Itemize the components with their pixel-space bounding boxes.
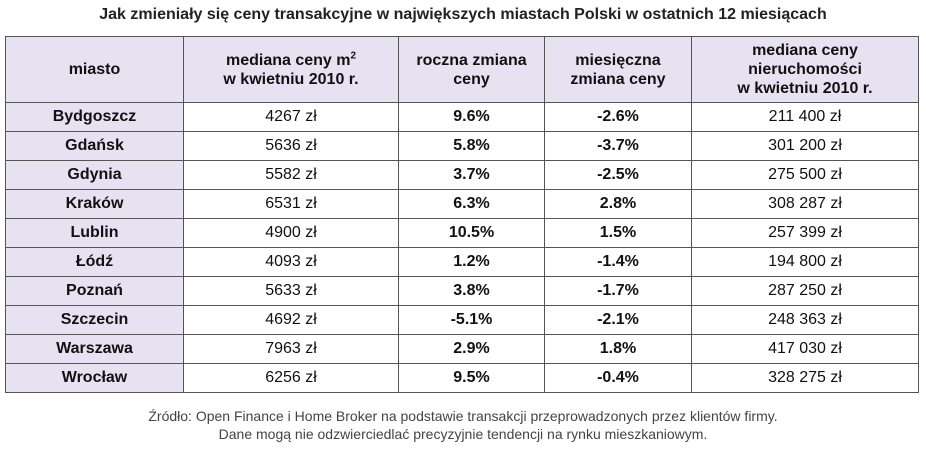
total-price-cell: 248 363 zł: [691, 305, 919, 335]
annual-change-cell: 2.9%: [398, 334, 545, 364]
header-price-m2-superscript: 2: [350, 50, 357, 62]
table-row: Kraków 6531 zł 6.3% 2.8% 308 287 zł: [5, 189, 919, 219]
header-total-label-line2: nieruchomości: [748, 61, 862, 78]
monthly-change-cell: -0.4%: [544, 363, 692, 393]
header-total-label: mediana ceny: [752, 42, 858, 59]
total-price-cell: 275 500 zł: [691, 160, 919, 190]
header-annual-change: roczna zmiana ceny: [398, 36, 545, 103]
total-price-cell: 211 400 zł: [691, 102, 919, 132]
source-note: Źródło: Open Finance i Home Broker na po…: [0, 407, 926, 443]
header-monthly-change: miesięczna zmiana ceny: [544, 36, 692, 103]
annual-change-cell: 10.5%: [398, 218, 545, 248]
annual-change-cell: -5.1%: [398, 305, 545, 335]
price-m2-cell: 4900 zł: [183, 218, 399, 248]
city-cell: Wrocław: [5, 363, 184, 393]
annual-change-cell: 6.3%: [398, 189, 545, 219]
price-m2-cell: 5636 zł: [183, 131, 399, 161]
total-price-cell: 301 200 zł: [691, 131, 919, 161]
city-cell: Bydgoszcz: [5, 102, 184, 132]
city-cell: Poznań: [5, 276, 184, 306]
header-total-price: mediana ceny nieruchomości w kwietniu 20…: [691, 36, 919, 103]
city-cell: Warszawa: [5, 334, 184, 364]
total-price-cell: 308 287 zł: [691, 189, 919, 219]
city-cell: Kraków: [5, 189, 184, 219]
monthly-change-cell: 1.5%: [544, 218, 692, 248]
annual-change-cell: 5.8%: [398, 131, 545, 161]
monthly-change-cell: -2.1%: [544, 305, 692, 335]
header-price-m2-label-line2: w kwietniu 2010 r.: [223, 70, 359, 88]
price-m2-cell: 7963 zł: [183, 334, 399, 364]
city-cell: Gdańsk: [5, 131, 184, 161]
monthly-change-cell: -2.5%: [544, 160, 692, 190]
page-title: Jak zmieniały się ceny transakcyjne w na…: [99, 6, 827, 23]
header-city-label: miasto: [68, 61, 121, 78]
price-m2-cell: 5582 zł: [183, 160, 399, 190]
monthly-change-cell: 1.8%: [544, 334, 692, 364]
price-table: miasto mediana ceny m2 w kwietniu 2010 r…: [5, 36, 919, 393]
source-line-1: Źródło: Open Finance i Home Broker na po…: [148, 408, 778, 424]
table-row: Bydgoszcz 4267 zł 9.6% -2.6% 211 400 zł: [5, 102, 919, 132]
annual-change-cell: 3.7%: [398, 160, 545, 190]
price-m2-cell: 4267 zł: [183, 102, 399, 132]
header-price-m2: mediana ceny m2 w kwietniu 2010 r.: [183, 36, 399, 103]
monthly-change-cell: -1.7%: [544, 276, 692, 306]
city-cell: Gdynia: [5, 160, 184, 190]
table-row: Lublin 4900 zł 10.5% 1.5% 257 399 zł: [5, 218, 919, 248]
city-cell: Szczecin: [5, 305, 184, 335]
monthly-change-cell: -2.6%: [544, 102, 692, 132]
table-row: Gdynia 5582 zł 3.7% -2.5% 275 500 zł: [5, 160, 919, 190]
table-row: Gdańsk 5636 zł 5.8% -3.7% 301 200 zł: [5, 131, 919, 161]
annual-change-cell: 3.8%: [398, 276, 545, 306]
table-row: Warszawa 7963 zł 2.9% 1.8% 417 030 zł: [5, 334, 919, 364]
header-annual-label-line2: ceny: [453, 70, 490, 88]
price-m2-cell: 4692 zł: [183, 305, 399, 335]
table-header-row: miasto mediana ceny m2 w kwietniu 2010 r…: [5, 36, 919, 103]
table-row: Wrocław 6256 zł 9.5% -0.4% 328 275 zł: [5, 363, 919, 393]
monthly-change-cell: 2.8%: [544, 189, 692, 219]
total-price-cell: 194 800 zł: [691, 247, 919, 277]
total-price-cell: 287 250 zł: [691, 276, 919, 306]
price-m2-cell: 6531 zł: [183, 189, 399, 219]
table-row: Łódź 4093 zł 1.2% -1.4% 194 800 zł: [5, 247, 919, 277]
annual-change-cell: 9.6%: [398, 102, 545, 132]
table-row: Poznań 5633 zł 3.8% -1.7% 287 250 zł: [5, 276, 919, 306]
header-price-m2-label: mediana ceny m: [225, 51, 351, 69]
annual-change-cell: 9.5%: [398, 363, 545, 393]
price-m2-cell: 6256 zł: [183, 363, 399, 393]
source-line-2: Dane mogą nie odzwierciedlać precyzyjnie…: [218, 426, 708, 442]
header-total-label-line3: w kwietniu 2010 r.: [737, 80, 873, 97]
monthly-change-cell: -1.4%: [544, 247, 692, 277]
total-price-cell: 417 030 zł: [691, 334, 919, 364]
header-monthly-label-line2: zmiana ceny: [570, 70, 666, 88]
header-annual-label: roczna zmiana: [416, 51, 527, 69]
city-cell: Lublin: [5, 218, 184, 248]
header-city: miasto: [5, 36, 184, 103]
city-cell: Łódź: [5, 247, 184, 277]
price-m2-cell: 4093 zł: [183, 247, 399, 277]
monthly-change-cell: -3.7%: [544, 131, 692, 161]
total-price-cell: 257 399 zł: [691, 218, 919, 248]
annual-change-cell: 1.2%: [398, 247, 545, 277]
price-m2-cell: 5633 zł: [183, 276, 399, 306]
header-monthly-label: miesięczna: [575, 51, 661, 69]
table-row: Szczecin 4692 zł -5.1% -2.1% 248 363 zł: [5, 305, 919, 335]
total-price-cell: 328 275 zł: [691, 363, 919, 393]
